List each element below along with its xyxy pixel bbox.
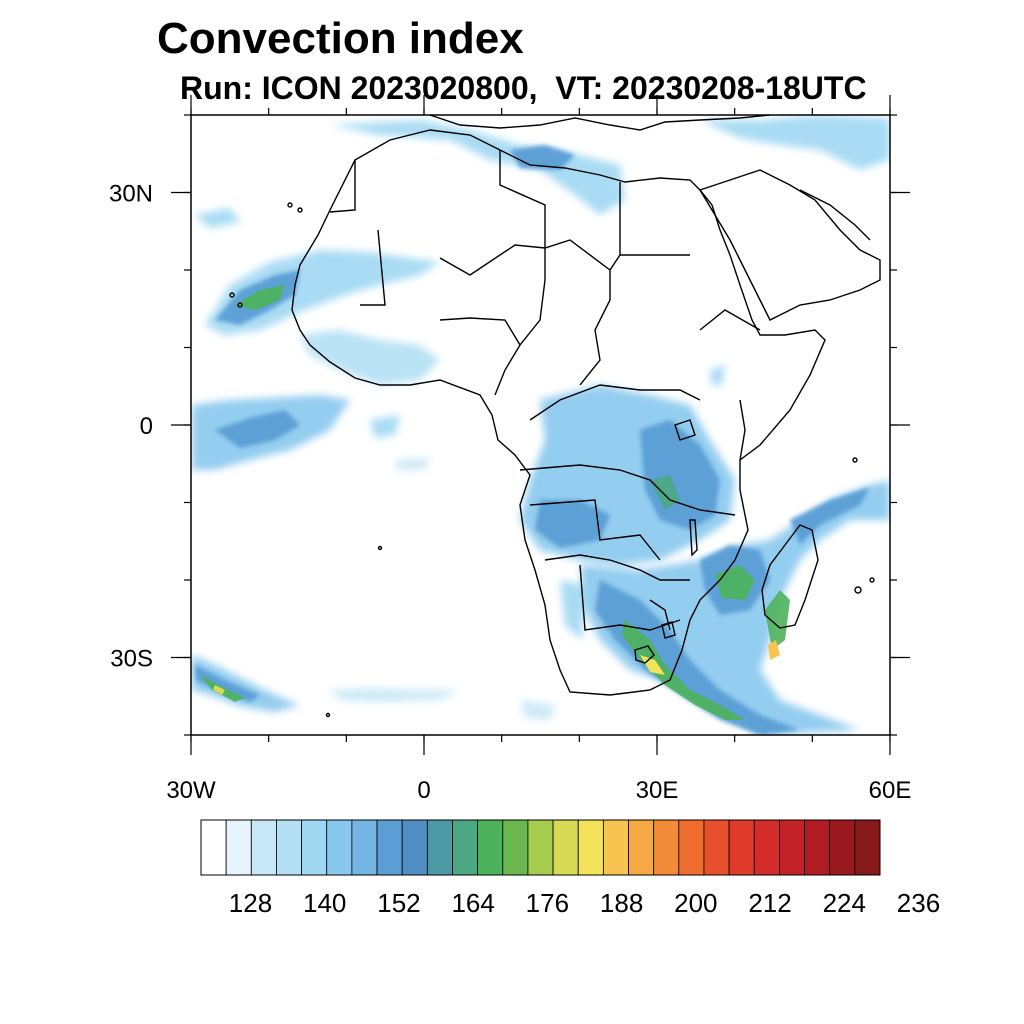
convection-band-south-atlantic <box>192 655 300 712</box>
axis-ticks <box>171 95 910 755</box>
colorbar-swatch <box>225 819 252 876</box>
colorbar-swatch <box>577 819 604 876</box>
colorbar-tick-label: 224 <box>823 888 866 918</box>
colorbar-tick-label: 176 <box>526 888 569 918</box>
colorbar-tick-label: 212 <box>748 888 791 918</box>
convection-core-madagascar-east <box>790 487 870 545</box>
convection-patch-south-atlantic <box>330 688 460 702</box>
colorbar-swatch <box>351 819 378 876</box>
colorbar-swatch <box>452 819 479 876</box>
island-cape-verde <box>229 292 235 298</box>
colorbar-swatch <box>527 819 554 876</box>
page-title: Convection index <box>157 14 524 63</box>
africa-coastline <box>291 129 826 696</box>
convection-peak-atlantic <box>213 685 225 695</box>
colorbar-swatch <box>829 819 856 876</box>
colorbar-tick-label: 200 <box>674 888 717 918</box>
colorbar-swatch <box>552 819 579 876</box>
colorbar-tick-label: 236 <box>897 888 940 918</box>
lake-malawi <box>689 519 698 557</box>
eswatini-border <box>661 621 676 639</box>
colorbar-swatch <box>250 819 277 876</box>
island-canary <box>287 202 293 208</box>
convection-patch-gulf-2 <box>395 458 430 470</box>
convection-patch-south-ocean <box>520 700 555 720</box>
convection-patch-namibia <box>560 580 585 640</box>
convection-band-middle-east <box>700 115 890 170</box>
colorbar-tick-label: 188 <box>600 888 643 918</box>
colorbar-labels: 128 140 152 164 176 188 200 212 224 236 <box>229 888 940 918</box>
convection-band-west-atlantic-north <box>195 208 240 228</box>
island-seychelles <box>852 457 858 463</box>
island-mauritius <box>854 586 862 594</box>
colorbar-swatch <box>602 819 629 876</box>
persian-gulf <box>799 189 871 241</box>
colorbar-swatch <box>804 819 831 876</box>
colorbar-swatch <box>301 819 328 876</box>
run-subtitle: Run: ICON 2023020800, VT: 20230208-18UTC <box>180 70 867 106</box>
colorbar-swatch <box>628 819 655 876</box>
colorbar-swatch <box>401 819 428 876</box>
colorbar-swatch <box>502 819 529 876</box>
convection-green-madagascar <box>765 590 790 650</box>
colorbar-tick-label: 140 <box>303 888 346 918</box>
island-cape-verde-2 <box>237 302 243 308</box>
colorbar-swatch <box>779 819 805 876</box>
convection-peak-south-africa <box>640 655 665 675</box>
convection-peak-madagascar <box>768 640 780 660</box>
axis-tick-labels: 30W 0 30E 60E 30N 0 30S <box>109 181 911 805</box>
colorbar-swatch <box>753 819 780 876</box>
colorbar-swatch <box>653 819 680 876</box>
colorbar-tick-label: 128 <box>229 888 272 918</box>
europe-coastline <box>429 115 771 131</box>
x-tick-label: 60E <box>869 777 912 804</box>
madagascar-coastline <box>761 524 819 629</box>
x-tick-label: 30W <box>166 777 216 804</box>
convection-patch-gulf <box>370 415 400 438</box>
y-tick-label: 30S <box>110 646 153 673</box>
colorbar-swatch <box>326 819 353 876</box>
lesotho-border <box>634 645 655 664</box>
convection-core-east-africa <box>640 420 720 530</box>
colorbar-swatch <box>477 819 504 876</box>
convection-green-cape-verde <box>235 285 285 310</box>
x-tick-label: 0 <box>417 777 430 804</box>
colorbar-swatch <box>426 819 453 876</box>
country-border <box>329 150 761 631</box>
colorbar-swatch <box>376 819 403 876</box>
colorbar-swatch <box>854 819 881 876</box>
arabia-coastline <box>698 169 881 321</box>
convection-core-south-atlantic <box>195 665 260 702</box>
colorbar-swatch <box>276 819 302 876</box>
island-st-helena <box>377 545 383 551</box>
colorbar-swatch <box>728 819 755 876</box>
colorbar-tick-label: 152 <box>377 888 420 918</box>
convection-core-congo <box>535 500 610 548</box>
island-canary-2 <box>297 207 303 213</box>
convection-green-south-africa <box>622 620 745 720</box>
convection-green-south-atlantic <box>200 675 245 702</box>
convection-band-west-africa <box>300 330 440 385</box>
x-tick-label: 30E <box>636 777 679 804</box>
convection-core-south-africa <box>595 580 800 735</box>
colorbar-tick-label: 164 <box>451 888 494 918</box>
colorbar <box>200 819 881 876</box>
colorbar-frame <box>200 819 881 876</box>
convection-core-equatorial-atlantic <box>215 410 300 448</box>
island-reunion <box>869 577 875 583</box>
y-tick-label: 0 <box>140 413 153 440</box>
colorbar-swatch <box>678 819 705 876</box>
colorbar-swatch <box>200 819 227 876</box>
lake-victoria <box>674 419 696 441</box>
coastlines <box>229 115 881 718</box>
convection-patch-horn <box>710 365 725 385</box>
y-tick-label: 30N <box>109 181 153 208</box>
colorbar-swatch <box>703 819 730 876</box>
island-tristan <box>325 712 331 718</box>
